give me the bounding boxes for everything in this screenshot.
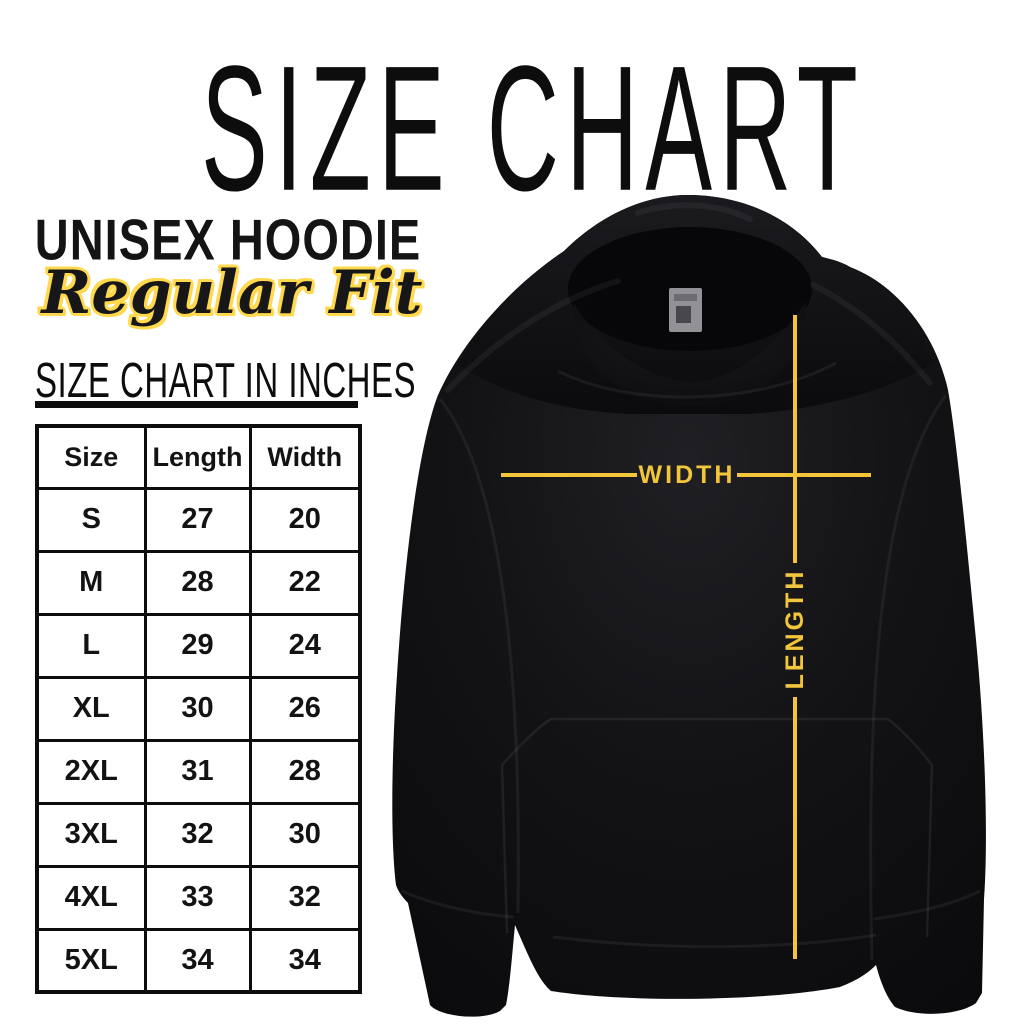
col-header-size: Size [35,424,147,490]
size-cell: 3XL [35,801,147,868]
length-cell: 27 [143,486,252,553]
neck-tag [669,288,702,332]
size-cell: L [35,612,147,679]
length-cell: 33 [143,864,252,931]
length-line-top-segment [793,315,797,563]
product-name: UNISEX HOODIE [34,207,422,272]
table-row: 2XL 31 28 [35,738,362,805]
size-cell: 5XL [35,927,147,994]
width-cell: 24 [248,612,362,679]
kangaroo-pocket [500,717,934,938]
table-row: L 29 24 [35,612,362,679]
length-line-bottom-segment [793,697,797,959]
length-label: LENGTH [781,568,809,690]
table-row: 3XL 32 30 [35,801,362,868]
table-row: M 28 22 [35,549,362,616]
width-cell: 22 [248,549,362,616]
length-cell: 28 [143,549,252,616]
length-cell: 31 [143,738,252,805]
size-cell: XL [35,675,147,742]
size-cell: 2XL [35,738,147,805]
size-table: Size Length Width S 27 20 M 28 22 L 29 24 XL 30 26 2… [35,424,362,994]
size-cell: 4XL [35,864,147,931]
width-label: WIDTH [638,461,736,489]
page-title: SIZE CHART [201,27,865,229]
length-cell: 29 [143,612,252,679]
col-header-length: Length [143,424,252,490]
table-row: 5XL 34 34 [35,927,362,994]
length-cell: 34 [143,927,252,994]
size-cell: M [35,549,147,616]
table-row: S 27 20 [35,486,362,553]
width-line-left-segment [501,473,637,477]
hoodie-graphic [392,195,986,1017]
width-line-right-segment [737,473,871,477]
heading-underline [35,401,358,408]
col-header-width: Width [248,424,362,490]
width-cell: 32 [248,864,362,931]
length-cell: 30 [143,675,252,742]
fabric-highlights [445,202,933,393]
width-cell: 30 [248,801,362,868]
table-header-row: Size Length Width [35,424,362,490]
length-cell: 32 [143,801,252,868]
width-cell: 26 [248,675,362,742]
width-cell: 20 [248,486,362,553]
size-table-header: Size Length Width [35,424,362,490]
fit-label: Regular Fit [41,258,423,328]
width-cell: 34 [248,927,362,994]
width-cell: 28 [248,738,362,805]
collar [573,301,807,407]
table-row: XL 30 26 [35,675,362,742]
seam-lines [401,361,981,961]
size-table-body: S 27 20 M 28 22 L 29 24 XL 30 26 2XL 31 28 3XL 32 30 4XL 33… [35,486,362,994]
size-cell: S [35,486,147,553]
size-chart-heading: SIZE CHART IN INCHES [35,352,417,408]
table-row: 4XL 33 32 [35,864,362,931]
